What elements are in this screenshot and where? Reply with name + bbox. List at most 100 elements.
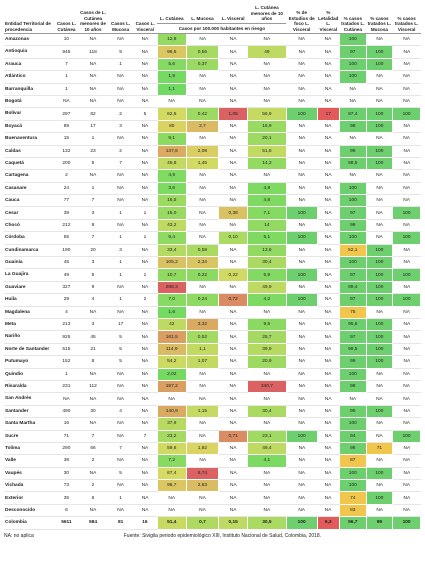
table-cell: NA (186, 306, 219, 320)
table-cell: NA (317, 454, 340, 468)
table-cell: 97 (339, 293, 367, 307)
table-cell: NA (157, 504, 187, 518)
table-cell: 13,6 (246, 243, 287, 258)
table-row: Meta 213 3 17 NA 42 3,32 NA 9,5 NA NA 95,6 100 NA (4, 317, 421, 332)
table-cell: 97 (339, 45, 367, 59)
table-cell: NA (186, 70, 219, 84)
table-cell: 1,05 (218, 107, 248, 121)
table-cell: NA (132, 194, 158, 208)
table-cell: NA (77, 33, 109, 47)
table-cell: NA (317, 417, 340, 431)
table-cell: NA (77, 467, 109, 481)
table-cell: NA (392, 120, 421, 134)
table-cell: NA (339, 169, 367, 183)
row-label: Caldas (4, 145, 56, 158)
table-cell: NA (317, 293, 340, 307)
table-cell: NA (366, 70, 393, 84)
table-cell: NA (132, 45, 158, 59)
table-cell: NA (339, 95, 367, 109)
table-cell: NA (132, 330, 158, 344)
table-cell: 0,22 (185, 268, 220, 282)
table-cell: 190 (55, 244, 78, 258)
table-cell: 99 (365, 516, 394, 530)
row-label: Guaviare (4, 281, 56, 295)
table-cell: 97,4 (339, 107, 367, 121)
table-cell: NA (286, 479, 318, 493)
table-cell: 5,6 (156, 57, 187, 72)
table-cell: 100 (392, 293, 421, 307)
column-header: % casos tratados L. Mucosa (366, 4, 393, 34)
table-cell: NA (317, 95, 340, 109)
table-row: Huila 29 4 1 2 7,0 0,24 0,72 4,2 100 NA 97 100 100 (4, 293, 421, 307)
table-cell: NA (317, 318, 340, 332)
row-label: Nariño (4, 330, 56, 344)
table-cell: NA (132, 392, 158, 406)
table-cell: 100 (365, 243, 394, 258)
table-cell: 7 (132, 430, 158, 443)
table-cell: 2,7 (185, 119, 220, 134)
table-cell: NA (218, 45, 248, 59)
table-cell: NA (317, 306, 340, 320)
table-row: Nariño 925 45 5 NA 161,5 0,52 NA 25,7 NA NA 97 100 NA (4, 330, 421, 344)
table-cell: 0,42 (185, 107, 220, 121)
table-cell: 1,45 (185, 156, 220, 171)
column-header: L. Mucosa (186, 4, 219, 24)
table-cell: NA (392, 132, 421, 146)
table-cell: NA (132, 306, 158, 320)
table-cell: 7 (77, 231, 109, 245)
table-cell: NA (392, 479, 421, 493)
table-cell: 1,1 (156, 82, 187, 96)
table-cell: NA (392, 70, 421, 84)
table-cell: 96,5 (156, 45, 187, 59)
table-cell: 5,1 (246, 231, 287, 245)
table-cell: NA (132, 157, 158, 171)
row-label: Huila (4, 293, 56, 307)
table-cell: NA (186, 454, 219, 468)
table-cell: 9,5 (246, 317, 287, 332)
table-cell: NA (108, 281, 133, 295)
table-cell: 1 (108, 58, 133, 72)
table-cell: 82 (77, 107, 109, 121)
table-cell: NA (286, 219, 318, 233)
table-cell: NA (218, 83, 248, 96)
table-cell: NA (218, 281, 248, 295)
table-cell: 95,6 (339, 317, 367, 332)
table-cell: NA (218, 58, 248, 72)
table-row: Cundinamarca 190 20 3 NA 33,4 0,58 NA 13,6 NA NA 52… (4, 243, 421, 258)
table-cell: 4 (108, 405, 133, 419)
table-cell: NA (286, 491, 318, 505)
row-label: Colombia (4, 516, 56, 530)
row-label: Exterior (4, 491, 56, 505)
table-cell: NA (132, 70, 158, 84)
table-cell: NA (392, 95, 421, 109)
table-cell: NA (132, 442, 158, 456)
table-cell: NA (186, 169, 219, 183)
table-cell: NA (132, 504, 158, 518)
column-header: Entidad Territorial de procedencia (4, 4, 56, 34)
table-cell: NA (108, 182, 133, 196)
table-cell: 10 (55, 33, 78, 47)
table-cell: NA (132, 95, 158, 109)
row-label: Córdoba (4, 231, 56, 245)
table-row: Quindío 1 NA NA NA 2,02 NA NA NA NA NA 100 NA NA (4, 367, 421, 381)
table-cell: NA (286, 405, 318, 419)
table-cell: NA (186, 368, 219, 381)
table-cell: 45 (77, 330, 109, 344)
table-cell: NA (366, 392, 393, 406)
table-cell: 1 (132, 231, 158, 245)
table-cell: 17 (316, 107, 341, 121)
table-cell: NA (132, 405, 158, 419)
table-cell: 3 (77, 256, 109, 270)
data-table: Entidad Territorial de procedencia Casos … (4, 4, 421, 530)
table-cell: NA (186, 194, 219, 208)
table-cell: NA (286, 343, 318, 357)
table-cell: NA (392, 392, 421, 406)
table-cell: 0,71 (218, 429, 248, 443)
table-cell: NA (218, 343, 248, 357)
table-cell: 5 (108, 467, 133, 481)
table-cell: 99 (339, 144, 367, 158)
table-cell: NA (286, 33, 318, 47)
table-cell: NA (392, 491, 421, 505)
row-label: Boyacá (4, 120, 56, 134)
table-cell: NA (218, 182, 248, 196)
